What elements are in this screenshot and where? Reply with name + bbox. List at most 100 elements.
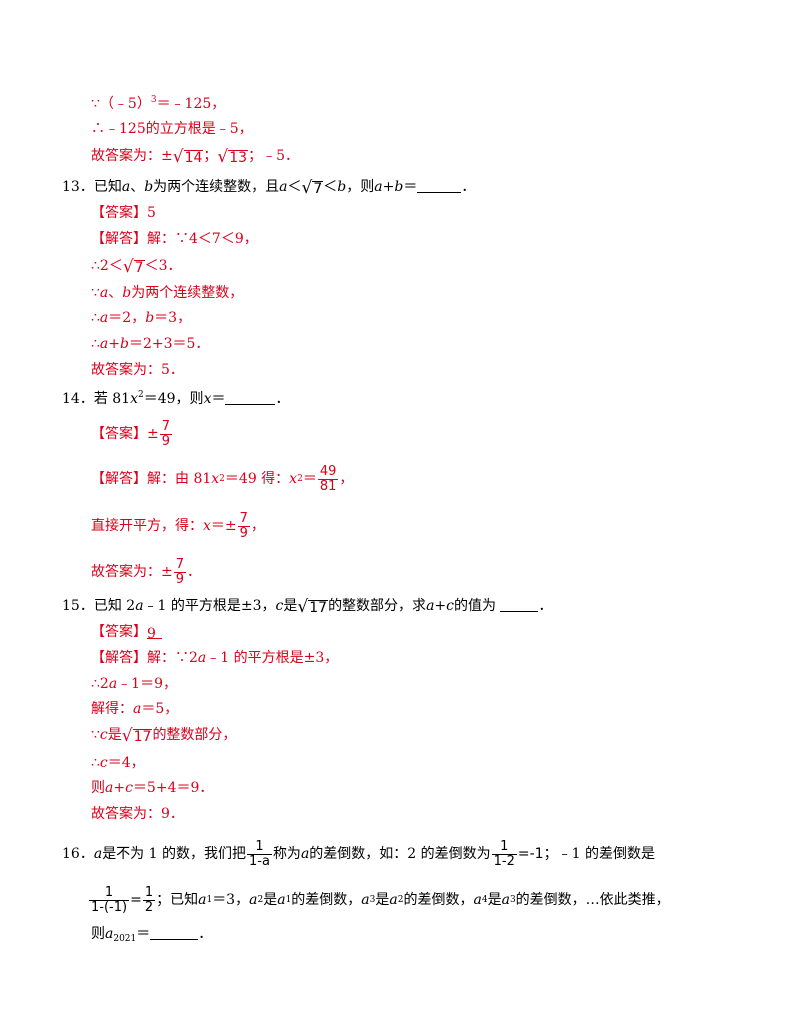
q16-text-8: ＝3， [212,892,250,908]
solution-text: 解：∵4＜7＜9， [147,231,258,247]
var-a: a [197,650,207,666]
solution-text: 解：由 81 [147,471,212,487]
var-a: a [473,892,482,908]
solution-text: ＝5+4＝9． [132,780,214,796]
solution-text: ＜3． [144,258,182,274]
solution-text: ∴2 [91,676,109,692]
answer-tag: 【答案】 [91,205,147,221]
var-a: a [426,598,435,614]
solution-text: + [108,336,121,352]
subscript: 2 [397,895,404,905]
q13-text-3: 为两个连续整数，且 [153,179,280,195]
q16-text-14: 的差倒数，…依此类推， [515,892,670,908]
q15-text-2: ﹣1 的平方根是±3， [143,598,276,614]
equals-sign: ＝ [211,391,226,407]
var-a: a [249,892,258,908]
answer-value: 9 [147,624,162,642]
q13-solution-5: ∴a+b＝2+3＝5． [91,334,209,354]
answer-tag: 【答案】 [91,624,147,640]
equals-sign: ＝ [403,179,418,195]
q12-l3-a: 故答案为：± [91,148,173,164]
q12-l1-a: ∵（﹣5） [91,96,151,112]
var-a: a [279,179,288,195]
fraction-49-81: 49 81 [317,463,339,494]
q16-question-line-1: 16． a 是不为 1 的数，我们把 1 1-a 称为 a 的差倒数，如：2 的差倒数为 1 1-… [62,834,655,874]
q15-solution-3: 解得：a＝5， [91,699,178,719]
var-x: x [130,391,138,407]
q15-solution-7: 故答案为：9． [91,804,184,824]
sqrt-17: √ 17 [297,597,329,617]
comma: ， [339,471,354,487]
solution-text: ＝2， [108,310,146,326]
solution-text: 故答案为：± [91,564,173,580]
var-a: a [277,892,286,908]
var-c: c [275,598,284,614]
period: ． [461,179,476,195]
q14-solution-1: 【解答】 解：由 81 x 2 ＝49 得： x 2 ＝ 49 81， [91,457,353,501]
q14-text-2: ＝49，则 [143,391,204,407]
var-a: a [198,892,207,908]
var-x: x [289,471,298,487]
solution-text: 是 [107,727,122,743]
var-a: a [501,892,510,908]
q12-l1-exp: 3 [150,95,157,105]
q12-l1-b: ＝﹣125， [156,96,226,112]
solution-text: 解：∵2 [147,650,198,666]
period: ． [538,598,553,614]
q13-text-2: 、 [130,179,145,195]
sqrt-13: √ 13 [217,147,249,167]
q14-solution-3: 故答案为：± 7 9 ． [91,550,201,594]
subscript: 1 [285,895,292,905]
var-a: a [374,179,383,195]
q12-line-3: 故答案为：± √ 14； √ 13 ；﹣5． [91,146,299,166]
var-a: a [108,676,118,692]
question-number: 16． [62,846,94,862]
solution-text: 直接开平方，得： [91,518,203,534]
solution-text: ﹣1 的平方根是±3， [206,650,339,666]
fraction-1-over-1-a: 1 1-a [247,838,272,869]
solution-text: ＝2+3＝5． [128,336,210,352]
subscript: 3 [369,895,376,905]
solution-text: ＝5， [141,701,179,717]
sqrt-17: √ 17 [121,726,153,746]
var-a: a [105,780,114,796]
period: ． [187,564,202,580]
q13-question: 13．已知a、b为两个连续整数，且a＜ √ 7 ＜b，则a+b＝． [62,177,475,197]
var-c: c [125,780,133,796]
answer-blank [417,178,462,193]
solution-text: 故答案为：5． [91,362,184,378]
var-c: c [99,755,108,771]
q15-solution-1: 【解答】解：∵2a﹣1 的平方根是±3， [91,648,338,668]
var-a: a [135,598,144,614]
plus-minus: ± [147,426,159,442]
var-a: a [121,179,131,195]
q16-text-1: 是不为 1 的数，我们把 [102,846,246,862]
solution-tag: 【解答】 [91,471,147,487]
less-than: ＜ [323,179,338,195]
solution-tag: 【解答】 [91,231,147,247]
var-b: b [145,310,155,326]
q15-text-1: 已知 2 [93,598,136,614]
q16-question-line-2: 1 1-(-1) = 1 2 ；已知 a 1 ＝3， a 2 是 a 1 的差倒数， a 3 是 a 2 的差倒数， a 4… [88,880,670,920]
subscript: 2021 [113,934,137,944]
solution-text: ∴2＜ [91,258,123,274]
q16-question-line-3: 则a2021＝ ． [91,924,212,949]
q15-solution-6: 则a+c＝5+4＝9． [91,778,213,798]
q15-text-5: 的值为 [454,598,501,614]
subscript: 4 [481,895,488,905]
answer-value: 5 [147,205,156,221]
var-a: a [99,310,109,326]
answer-blank [150,925,199,940]
q13-solution-6: 故答案为：5． [91,360,184,380]
subscript: 1 [206,895,213,905]
q12-line-2: ∴﹣125的立方根是﹣5， [91,119,253,139]
solution-text: ＝± [210,518,237,534]
question-number: 14． [62,391,94,407]
q13-solution-3: ∵a、b为两个连续整数， [91,283,243,303]
q13-solution-2: ∴2＜ √ 7 ＜3． [91,256,182,276]
solution-text: 故答案为：9． [91,806,184,822]
plus-sign: + [434,598,447,614]
